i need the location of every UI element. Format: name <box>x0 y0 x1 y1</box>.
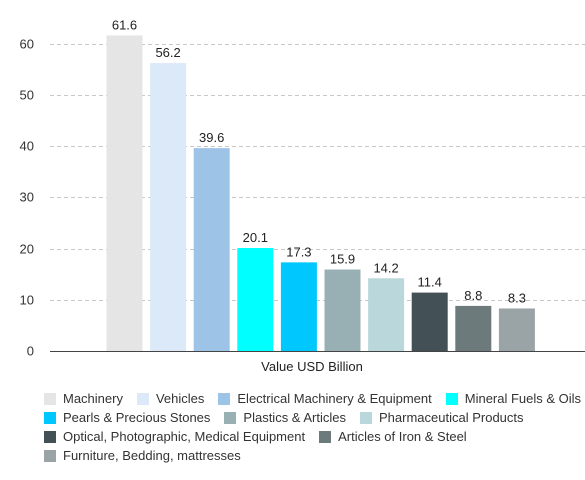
legend-item[interactable]: Furniture, Bedding, mattresses <box>44 448 241 463</box>
bar-10 <box>498 308 535 351</box>
legend: Machinery Vehicles Electrical Machinery & … <box>44 389 584 465</box>
y-tick-label: 30 <box>20 190 34 205</box>
legend-swatch <box>319 430 332 443</box>
legend-row: Machinery Vehicles Electrical Machinery & … <box>44 389 584 408</box>
legend-item[interactable]: Pharmaceutical Products <box>360 410 524 425</box>
legend-label: Plastics & Articles <box>243 410 346 425</box>
legend-label: Furniture, Bedding, mattresses <box>63 448 241 463</box>
legend-swatch <box>44 449 56 462</box>
bar-6 <box>324 269 361 351</box>
legend-row: Furniture, Bedding, mattresses <box>44 446 584 465</box>
legend-item[interactable]: Electrical Machinery & Equipment <box>218 391 432 406</box>
legend-label: Electrical Machinery & Equipment <box>237 391 432 406</box>
y-tick-label: 50 <box>20 88 34 103</box>
bar-chart: 0 10 20 30 40 50 60 61.6 56.2 39.6 20.1 17.3 15.9 14.… <box>20 17 585 374</box>
data-label: 56.2 <box>155 45 180 60</box>
legend-item[interactable]: Mineral Fuels & Oils <box>445 391 582 406</box>
bar-3 <box>193 148 230 351</box>
bar-5 <box>280 262 317 351</box>
legend-swatch <box>136 392 149 405</box>
legend-label: Mineral Fuels & Oils <box>464 391 582 406</box>
legend-label: Vehicles <box>155 391 205 406</box>
data-label: 8.3 <box>508 290 526 305</box>
legend-item[interactable]: Articles of Iron & Steel <box>319 429 467 444</box>
legend-swatch <box>360 411 372 424</box>
data-label: 39.6 <box>199 130 224 145</box>
x-axis-title: Value USD Billion <box>261 359 363 374</box>
legend-swatch <box>44 411 56 424</box>
legend-item[interactable]: Optical, Photographic, Medical Equipment <box>44 429 305 444</box>
y-tick-label: 20 <box>20 242 34 257</box>
legend-swatch <box>224 411 237 424</box>
bar-8 <box>411 292 448 351</box>
legend-item[interactable]: Vehicles <box>136 391 205 406</box>
bar-4 <box>237 248 274 351</box>
legend-row: Optical, Photographic, Medical Equipment… <box>44 427 584 446</box>
data-label: 15.9 <box>330 252 355 267</box>
bar-9 <box>455 305 492 351</box>
legend-item[interactable]: Machinery <box>44 391 123 406</box>
legend-label: Pearls & Precious Stones <box>63 410 211 425</box>
y-tick-label: 10 <box>20 293 34 308</box>
legend-swatch <box>445 392 458 405</box>
legend-item[interactable]: Plastics & Articles <box>224 410 346 425</box>
bar-2 <box>150 63 187 352</box>
y-tick-label: 0 <box>27 344 34 359</box>
legend-swatch <box>44 430 56 443</box>
y-tick-label: 40 <box>20 139 34 154</box>
legend-swatch <box>218 392 231 405</box>
legend-swatch <box>44 392 56 405</box>
legend-label: Pharmaceutical Products <box>379 410 524 425</box>
data-label: 14.2 <box>373 260 398 275</box>
y-tick-label: 60 <box>20 37 34 52</box>
data-label: 20.1 <box>243 230 268 245</box>
data-label: 61.6 <box>112 17 137 32</box>
data-label: 8.8 <box>464 288 482 303</box>
legend-label: Machinery <box>63 391 123 406</box>
legend-label: Articles of Iron & Steel <box>338 429 467 444</box>
legend-label: Optical, Photographic, Medical Equipment <box>63 429 306 444</box>
legend-row: Pearls & Precious Stones Plastics & Artic… <box>44 408 584 427</box>
data-label: 17.3 <box>286 244 311 259</box>
bar-7 <box>368 278 405 351</box>
bar-1 <box>106 35 143 352</box>
data-label: 11.4 <box>418 275 442 290</box>
legend-item[interactable]: Pearls & Precious Stones <box>44 410 210 425</box>
